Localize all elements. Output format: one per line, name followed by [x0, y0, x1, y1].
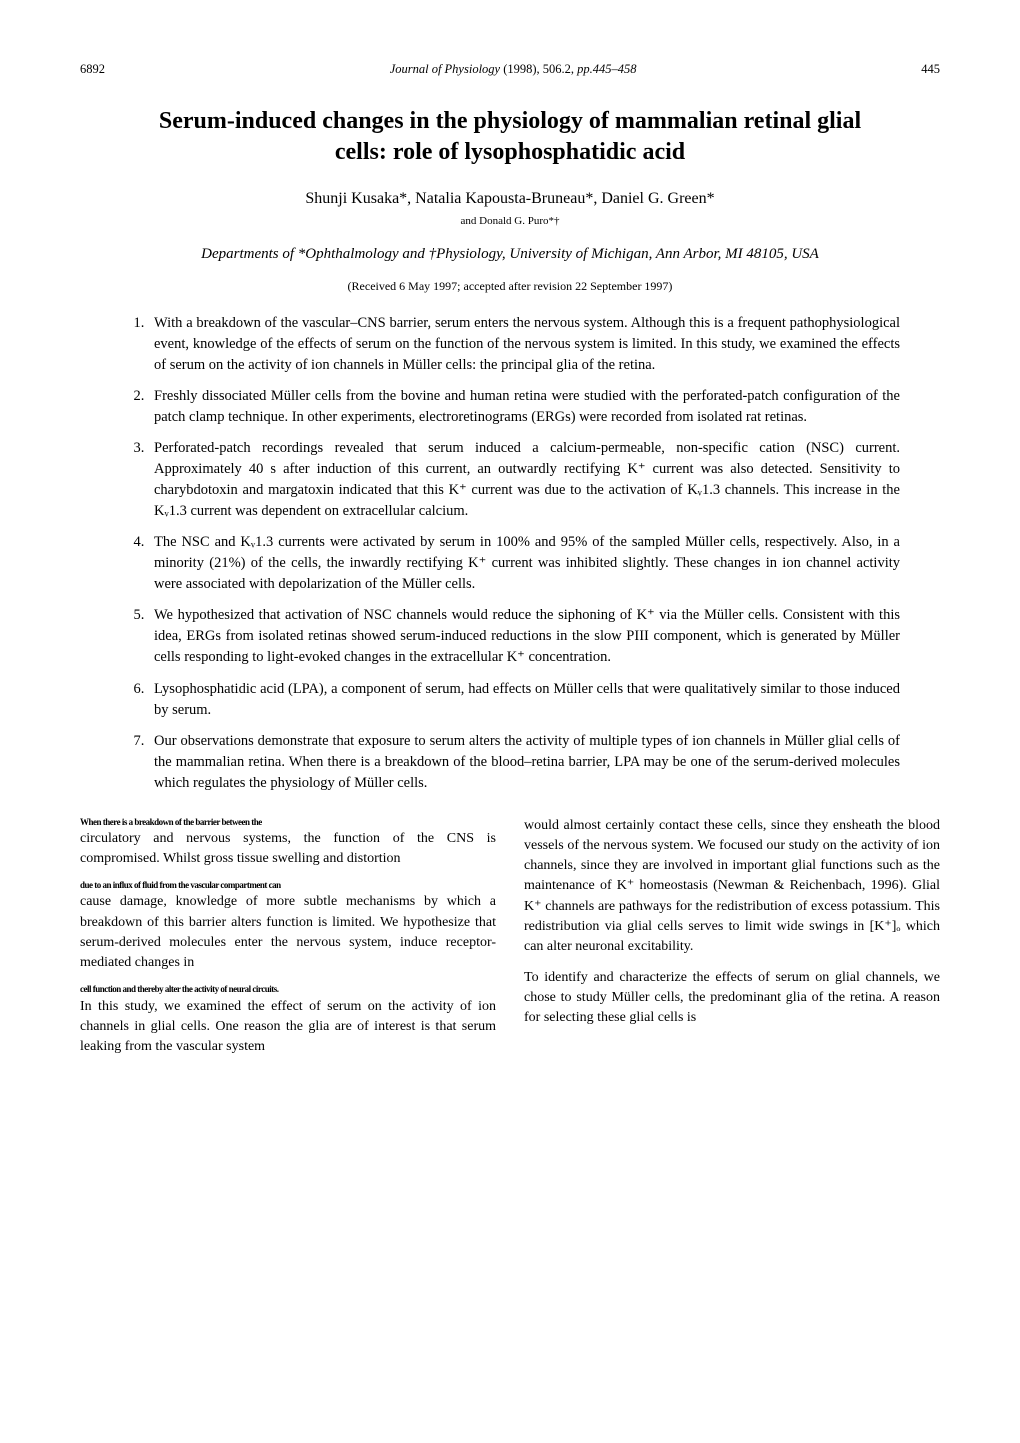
body-paragraph: circulatory and nervous systems, the fun…: [80, 829, 496, 870]
header-right-number: 445: [921, 60, 940, 78]
right-column: would almost certainly contact these cel…: [524, 816, 940, 1068]
journal-name: Journal of Physiology: [390, 62, 500, 76]
point-item: With a breakdown of the vascular–CNS bar…: [148, 313, 900, 376]
point-item: We hypothesized that activation of NSC c…: [148, 605, 900, 668]
journal-pages: pp.445–458: [577, 62, 636, 76]
body-paragraph: cause damage, knowledge of more subtle m…: [80, 892, 496, 973]
body-paragraph: To identify and characterize the effects…: [524, 968, 940, 1029]
point-item: Perforated-patch recordings revealed tha…: [148, 438, 900, 522]
received-date: (Received 6 May 1997; accepted after rev…: [80, 278, 940, 295]
body-paragraph: In this study, we examined the effect of…: [80, 997, 496, 1058]
garbled-text: due to an influx of fluid from the vascu…: [80, 879, 496, 892]
authors-line: Shunji Kusaka*, Natalia Kapousta-Bruneau…: [80, 187, 940, 210]
numbered-points: With a breakdown of the vascular–CNS bar…: [120, 313, 900, 793]
point-item: Freshly dissociated Müller cells from th…: [148, 386, 900, 428]
article-title: Serum-induced changes in the physiology …: [140, 106, 880, 168]
body-paragraph: would almost certainly contact these cel…: [524, 816, 940, 958]
garbled-text: When there is a breakdown of the barrier…: [80, 816, 496, 829]
page-header: 6892 Journal of Physiology (1998), 506.2…: [80, 60, 940, 78]
authors-sub: and Donald G. Puro*†: [80, 214, 940, 230]
point-item: The NSC and Kᵥ1.3 currents were activate…: [148, 532, 900, 595]
left-column: When there is a breakdown of the barrier…: [80, 816, 496, 1068]
affiliation: Departments of *Ophthalmology and †Physi…: [80, 244, 940, 264]
point-item: Our observations demonstrate that exposu…: [148, 731, 900, 794]
point-item: Lysophosphatidic acid (LPA), a component…: [148, 679, 900, 721]
garbled-text: cell function and thereby alter the acti…: [80, 983, 496, 996]
journal-reference: Journal of Physiology (1998), 506.2, pp.…: [390, 60, 637, 78]
body-columns: When there is a breakdown of the barrier…: [80, 816, 940, 1068]
header-left-number: 6892: [80, 60, 105, 78]
journal-year-vol: (1998), 506.2: [503, 62, 571, 76]
